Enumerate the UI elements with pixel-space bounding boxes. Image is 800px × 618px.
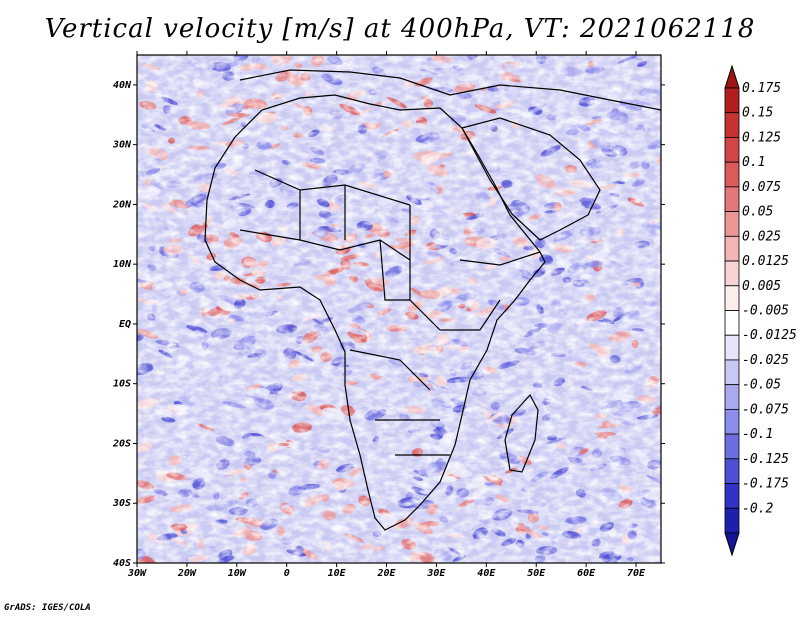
colorbar-swatch	[724, 137, 740, 163]
lat-tick-label: 20N	[112, 199, 132, 210]
colorbar-label: 0.1	[742, 155, 765, 170]
colorbar-swatch	[724, 211, 740, 237]
lon-tick-label: 0	[284, 568, 290, 579]
colorbar-top-arrow	[724, 64, 740, 89]
country-borders	[239, 169, 541, 456]
colorbar-label: -0.0125	[742, 328, 797, 343]
colorbar: 0.175 0.15 0.125 0.1 0.075 0.05 0.025 0.0125 0.0…	[724, 64, 797, 557]
colorbar-swatch	[724, 384, 740, 410]
colorbar-swatch	[724, 483, 740, 509]
colorbar-label: -0.2	[742, 501, 773, 516]
colorbar-swatch	[724, 334, 740, 361]
colorbar-label: 0.075	[742, 180, 781, 195]
lat-tick-label: 10S	[113, 379, 131, 390]
colorbar-label: 0.175	[742, 81, 781, 96]
colorbar-swatch	[724, 507, 740, 534]
colorbar-label: 0.05	[742, 205, 773, 220]
lat-tick-label: 30N	[112, 140, 132, 151]
colorbar-swatch	[724, 310, 740, 336]
colorbar-label: 0.15	[742, 106, 773, 121]
map-title: Vertical velocity [m/s] at 400hPa, VT: 2…	[44, 14, 756, 44]
madagascar-coastline	[504, 393, 539, 473]
mediterranean-coastline	[239, 69, 661, 111]
colorbar-label: -0.1	[742, 427, 773, 442]
lon-tick-label: 40E	[477, 568, 496, 579]
grads-credit: GrADS: IGES/COLA	[4, 603, 91, 613]
coastlines	[204, 69, 661, 531]
colorbar-swatch	[724, 408, 740, 435]
colorbar-swatch	[724, 186, 740, 213]
colorbar-swatch	[724, 458, 740, 484]
lon-tick-label: 20W	[177, 568, 197, 579]
lon-tick-label: 10E	[328, 568, 347, 579]
map-frame	[136, 54, 662, 564]
lon-tick-label: 70E	[627, 568, 646, 579]
lon-tick-label: 60E	[577, 568, 596, 579]
arabia-coastline	[461, 117, 601, 241]
colorbar-swatch	[724, 235, 740, 262]
lon-tick-label: 30E	[426, 568, 446, 579]
colorbar-swatch	[724, 87, 740, 114]
colorbar-label: -0.175	[742, 477, 789, 492]
lat-tick-label: 40S	[113, 558, 131, 569]
lat-tick-label: 30S	[112, 498, 131, 509]
colorbar-swatch	[724, 359, 740, 386]
colorbar-label: -0.005	[742, 304, 789, 319]
colorbar-label: 0.0125	[742, 254, 789, 269]
colorbar-swatch	[724, 161, 740, 188]
lon-tick-label: 10W	[228, 568, 247, 579]
colorbar-bottom-arrow	[724, 532, 740, 557]
colorbar-label: 0.125	[742, 130, 781, 145]
lon-tick-label: 20E	[376, 568, 396, 579]
lat-tick-label: 20S	[112, 438, 131, 449]
africa-coastline	[204, 94, 546, 531]
colorbar-swatch	[724, 285, 740, 311]
colorbar-swatch	[724, 433, 740, 460]
colorbar-label: -0.075	[742, 402, 789, 417]
lon-tick-label: 30W	[127, 568, 147, 579]
colorbar-label: -0.125	[742, 452, 789, 467]
lat-tick-label: EQ	[119, 319, 131, 330]
colorbar-label: -0.025	[742, 353, 789, 368]
colorbar-label: 0.025	[742, 229, 781, 244]
colorbar-label: 0.005	[742, 279, 781, 294]
lat-tick-label: 40N	[113, 80, 132, 91]
colorbar-swatch	[724, 112, 740, 138]
vertical-velocity-field	[137, 55, 661, 563]
lon-tick-label: 50E	[527, 568, 546, 579]
lat-tick-label: 10N	[113, 259, 132, 270]
colorbar-swatch	[724, 260, 740, 287]
colorbar-label: -0.05	[742, 378, 781, 393]
